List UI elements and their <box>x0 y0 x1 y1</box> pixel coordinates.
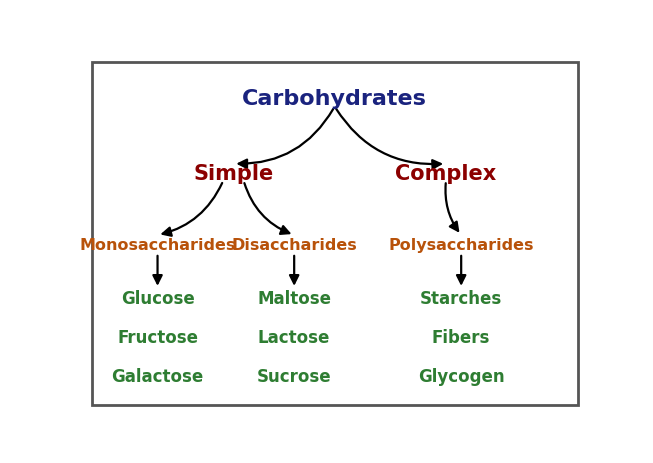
Text: Simple: Simple <box>193 163 274 183</box>
Text: Carbohydrates: Carbohydrates <box>242 88 427 108</box>
Text: Maltose: Maltose <box>257 289 331 307</box>
Text: Glycogen: Glycogen <box>418 368 505 385</box>
Text: Polysaccharides: Polysaccharides <box>389 237 534 252</box>
Text: Starches: Starches <box>420 289 502 307</box>
Text: Disaccharides: Disaccharides <box>231 237 357 252</box>
Text: Complex: Complex <box>395 163 497 183</box>
Text: Monosaccharides: Monosaccharides <box>80 237 236 252</box>
Text: Fibers: Fibers <box>432 328 490 346</box>
Text: Fructose: Fructose <box>117 328 198 346</box>
Text: Glucose: Glucose <box>121 289 195 307</box>
Text: Lactose: Lactose <box>258 328 330 346</box>
Text: Galactose: Galactose <box>112 368 204 385</box>
Text: Sucrose: Sucrose <box>257 368 332 385</box>
